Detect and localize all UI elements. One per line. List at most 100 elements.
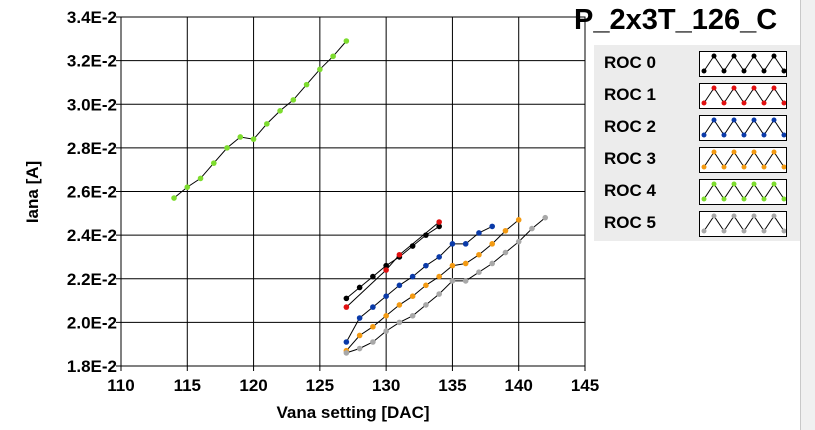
legend-point [721, 196, 727, 202]
legend-point [761, 196, 767, 202]
data-point [303, 81, 310, 88]
data-point [356, 284, 363, 291]
y-tick-label: 2.6E-2 [67, 183, 117, 202]
y-axis-title: Iana [A] [23, 161, 42, 223]
window-edge [800, 0, 815, 430]
data-point [343, 339, 350, 345]
data-point [317, 66, 323, 73]
data-point [436, 291, 442, 297]
legend-point [761, 100, 767, 106]
legend-point [751, 117, 757, 123]
legend-point [711, 181, 717, 187]
series-line [345, 225, 493, 343]
legend-point [771, 85, 777, 91]
data-point [277, 107, 283, 114]
data-point [383, 267, 389, 273]
data-point [529, 225, 535, 232]
data-point [436, 273, 442, 280]
x-tick-label: 140 [505, 376, 533, 395]
legend-entry: ROC 5 [594, 207, 806, 239]
legend-marker-icon [701, 213, 786, 234]
data-point [515, 217, 522, 223]
data-point [409, 273, 416, 280]
legend-point [711, 149, 717, 155]
legend-point [781, 196, 786, 202]
data-point [343, 350, 350, 356]
legend-point [781, 100, 786, 106]
chart-title: P_2x3T_126_C [574, 4, 778, 36]
data-point [237, 134, 244, 140]
y-tick-label: 3.0E-2 [67, 95, 117, 114]
legend-point [741, 228, 747, 234]
data-point [343, 38, 350, 44]
legend-point [741, 100, 747, 106]
legend-point [741, 164, 747, 170]
legend-point [701, 100, 707, 106]
data-point [502, 227, 509, 234]
legend-point [771, 117, 777, 123]
data-point [436, 219, 442, 225]
data-point [330, 53, 336, 60]
data-point [290, 97, 297, 103]
data-point [423, 302, 429, 308]
data-point [224, 145, 230, 151]
data-point [423, 282, 429, 289]
legend-point [751, 181, 757, 187]
legend-point [721, 164, 727, 170]
data-point [462, 241, 469, 247]
x-tick-label: 115 [174, 376, 201, 395]
data-point [396, 251, 403, 258]
legend-point [701, 164, 707, 170]
y-tick-label: 2.0E-2 [67, 313, 117, 332]
x-tick-label: 125 [306, 376, 334, 395]
data-point [197, 175, 204, 182]
legend-point [731, 149, 737, 155]
data-point [502, 249, 509, 256]
data-point [356, 332, 363, 339]
legend-point [751, 213, 757, 219]
series-2 [343, 223, 496, 345]
data-point [409, 293, 416, 300]
data-point [476, 251, 482, 258]
data-point [515, 238, 522, 245]
x-tick-label: 135 [438, 376, 466, 395]
legend-point [721, 132, 727, 138]
y-tick-label: 1.8E-2 [67, 357, 117, 376]
series-line [346, 219, 520, 352]
legend-swatch [699, 211, 787, 237]
data-point [370, 339, 376, 345]
legend-marker-icon [701, 85, 786, 106]
legend-point [761, 68, 767, 74]
legend-point [731, 85, 737, 91]
x-tick-label: 145 [571, 376, 599, 395]
series-4 [171, 38, 350, 201]
data-point [436, 254, 442, 260]
legend-point [751, 85, 757, 91]
data-point [383, 262, 389, 269]
legend-point [771, 181, 777, 187]
x-tick-label: 130 [372, 376, 400, 395]
data-point [211, 160, 217, 166]
data-point [343, 304, 350, 310]
data-point [489, 223, 496, 230]
series-line [346, 217, 546, 354]
legend-label: ROC 4 [604, 181, 656, 200]
x-axis-title: Vana setting [DAC] [276, 403, 429, 422]
legend-point [701, 68, 707, 74]
legend-point [731, 213, 737, 219]
data-point [383, 313, 389, 319]
data-point [462, 278, 469, 284]
legend-marker-icon [701, 181, 786, 202]
axis-ticks: 110 115 120 125 130 135 140 145 1.8E-2 2.0E-2 2.2E… [67, 8, 599, 395]
data-point [383, 293, 389, 300]
grid-lines [121, 17, 585, 366]
data-point [370, 273, 376, 280]
legend-swatch [699, 179, 787, 205]
legend-label: ROC 1 [604, 85, 656, 104]
legend-swatch [699, 83, 787, 109]
legend-entry: ROC 3 [594, 143, 806, 175]
legend-entry: ROC 1 [594, 79, 806, 111]
data-point [370, 304, 376, 310]
data-point [409, 313, 416, 319]
data-point [489, 260, 496, 267]
